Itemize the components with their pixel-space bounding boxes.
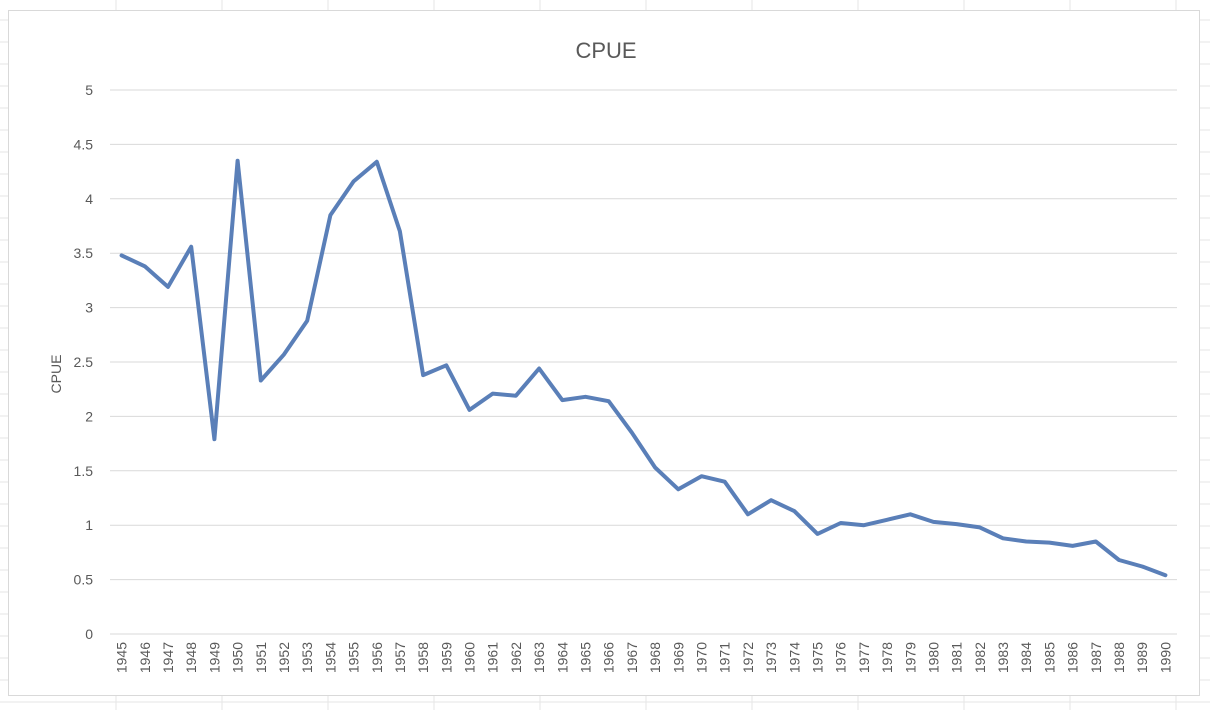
x-tick-label: 1987 [1088, 642, 1104, 673]
series-line [119, 158, 1168, 578]
x-tick-label: 1956 [369, 642, 385, 673]
y-tick-label: 3.5 [74, 245, 94, 261]
x-tick-label: 1966 [601, 642, 617, 673]
x-tick-label: 1951 [253, 642, 269, 673]
x-tick-label: 1981 [949, 642, 965, 673]
x-tick-label: 1946 [137, 642, 153, 673]
x-tick-label: 1967 [624, 642, 640, 673]
x-tick-label: 1959 [438, 642, 454, 673]
x-tick-label: 1968 [647, 642, 663, 673]
x-tick-label: 1969 [670, 642, 686, 673]
x-tick-label: 1964 [554, 642, 570, 673]
x-tick-label: 1980 [925, 642, 941, 673]
y-tick-label: 0.5 [74, 572, 94, 588]
x-tick-label: 1983 [995, 642, 1011, 673]
y-tick-label: 3 [85, 300, 93, 316]
x-tick-label: 1988 [1111, 642, 1127, 673]
x-tick-label: 1984 [1018, 642, 1034, 673]
x-tick-label: 1961 [485, 642, 501, 673]
x-tick-label: 1971 [717, 642, 733, 673]
x-tick-label: 1985 [1041, 642, 1057, 673]
x-tick-label: 1965 [578, 642, 594, 673]
chart-area[interactable]: CPUE CPUE 0 0.5 1 1.5 2 2.5 3 3.5 4 4.5 5 1945 1946… [8, 10, 1200, 696]
x-tick-label: 1990 [1157, 642, 1173, 673]
x-tick-label: 1953 [299, 642, 315, 673]
x-axis-ticks: 1945 1946 1947 1948 1949 1950 1951 1952 1953 1954… [114, 642, 1174, 673]
y-tick-label: 4.5 [74, 136, 94, 152]
y-tick-label: 2.5 [74, 354, 94, 370]
x-tick-label: 1977 [856, 642, 872, 673]
y-axis-ticks: 0 0.5 1 1.5 2 2.5 3 3.5 4 4.5 5 [74, 82, 94, 642]
x-tick-label: 1955 [346, 642, 362, 673]
x-tick-label: 1958 [415, 642, 431, 673]
x-tick-label: 1957 [392, 642, 408, 673]
x-tick-label: 1952 [276, 642, 292, 673]
chart-series [119, 158, 1168, 578]
y-axis-title: CPUE [48, 355, 64, 394]
x-tick-label: 1973 [763, 642, 779, 673]
y-tick-label: 1.5 [74, 463, 94, 479]
x-tick-label: 1960 [462, 642, 478, 673]
x-tick-label: 1949 [206, 642, 222, 673]
chart-gridlines [110, 89, 1177, 635]
x-tick-label: 1947 [160, 642, 176, 673]
y-tick-label: 2 [85, 408, 93, 424]
y-tick-label: 5 [85, 82, 93, 98]
x-tick-label: 1948 [183, 642, 199, 673]
x-tick-label: 1962 [508, 642, 524, 673]
x-tick-label: 1989 [1134, 642, 1150, 673]
chart-title: CPUE [575, 38, 636, 63]
line-chart: CPUE CPUE 0 0.5 1 1.5 2 2.5 3 3.5 4 4.5 5 1945 1946… [48, 38, 1177, 673]
x-tick-label: 1963 [531, 642, 547, 673]
x-tick-label: 1945 [114, 642, 130, 673]
x-tick-label: 1982 [972, 642, 988, 673]
y-tick-label: 0 [85, 626, 93, 642]
x-tick-label: 1974 [786, 642, 802, 673]
x-tick-label: 1970 [693, 642, 709, 673]
x-tick-label: 1950 [230, 642, 246, 673]
x-tick-label: 1978 [879, 642, 895, 673]
x-tick-label: 1972 [740, 642, 756, 673]
x-tick-label: 1975 [809, 642, 825, 673]
x-tick-label: 1976 [833, 642, 849, 673]
y-tick-label: 4 [85, 191, 93, 207]
x-tick-label: 1986 [1065, 642, 1081, 673]
x-tick-label: 1979 [902, 642, 918, 673]
y-tick-label: 1 [85, 517, 93, 533]
x-tick-label: 1954 [322, 642, 338, 673]
